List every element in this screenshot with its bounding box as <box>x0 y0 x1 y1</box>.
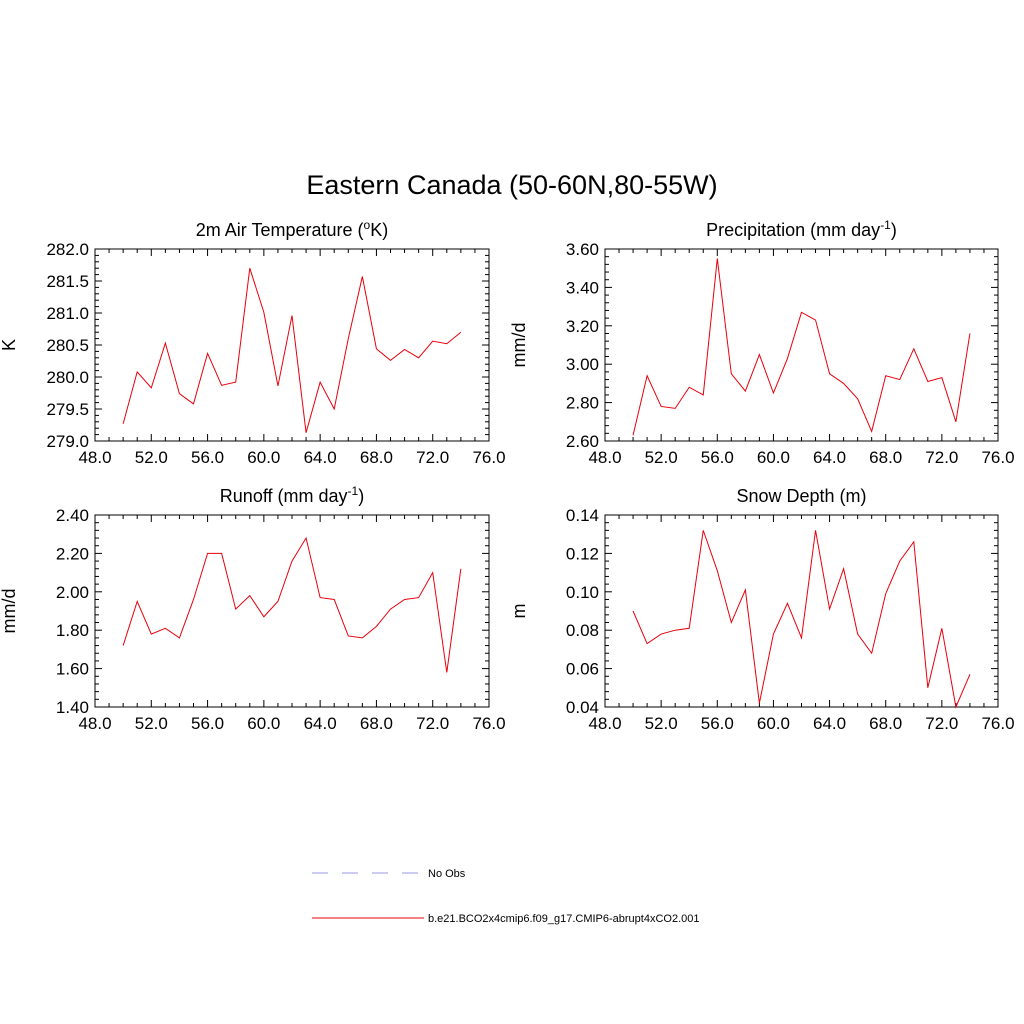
x-tick-label: 56.0 <box>191 714 224 733</box>
x-tick-label: 52.0 <box>645 714 678 733</box>
y-tick-label: 0.12 <box>566 544 599 563</box>
figure-title: Eastern Canada (50-60N,80-55W) <box>306 170 717 200</box>
y-tick-label: 0.06 <box>566 660 599 679</box>
x-tick-label: 68.0 <box>360 448 393 467</box>
x-tick-label: 48.0 <box>588 714 621 733</box>
panel-title: Snow Depth (m) <box>736 486 866 506</box>
panel-title: Runoff (mm day-1) <box>220 484 364 506</box>
x-tick-label: 72.0 <box>925 448 958 467</box>
x-tick-label: 72.0 <box>416 448 449 467</box>
plot-frame <box>604 514 999 708</box>
x-tick-label: 48.0 <box>588 448 621 467</box>
x-tick-label: 72.0 <box>925 714 958 733</box>
series-line <box>122 268 462 433</box>
y-tick-label: 1.40 <box>56 698 89 717</box>
panel-title-tail: K) <box>370 220 388 240</box>
x-tick-label: 68.0 <box>869 714 902 733</box>
legend-label: No Obs <box>428 868 466 880</box>
y-tick-label: 2.20 <box>56 544 89 563</box>
panel-title-tail: ) <box>358 486 364 506</box>
panel-title: 2m Air Temperature (oK) <box>196 218 388 240</box>
panel-title-superscript: o <box>364 218 371 232</box>
x-tick-label: 76.0 <box>981 714 1014 733</box>
x-tick-label: 76.0 <box>472 714 505 733</box>
panel-3: 48.0 52.0 56.0 60.0 64.0 68.0 72.0 76.0 1.40 1.60… <box>0 484 506 733</box>
x-tick-label: 60.0 <box>247 448 280 467</box>
panels: 48.0 52.0 56.0 60.0 64.0 68.0 72.0 76.0 279.0 279… <box>0 218 1015 733</box>
y-tick-label: 0.10 <box>566 583 599 602</box>
x-tick-label: 60.0 <box>757 714 790 733</box>
y-tick-label: 279.5 <box>46 400 89 419</box>
y-tick-label: 282.0 <box>46 240 89 259</box>
y-tick-label: 3.60 <box>566 240 599 259</box>
x-tick-label: 76.0 <box>472 448 505 467</box>
series-line <box>632 258 971 436</box>
panel-1: 48.0 52.0 56.0 60.0 64.0 68.0 72.0 76.0 279.0 279… <box>0 218 506 467</box>
x-tick-label: 76.0 <box>981 448 1014 467</box>
panel-2: 48.0 52.0 56.0 60.0 64.0 68.0 72.0 76.0 2.60 2.80… <box>509 218 1015 467</box>
legend: No Obs b.e21.BCO2x4cmip6.f09_g17.CMIP6-ab… <box>312 868 700 925</box>
y-axis-label: mm/d <box>0 589 19 634</box>
x-tick-label: 60.0 <box>247 714 280 733</box>
x-tick-label: 56.0 <box>191 448 224 467</box>
x-tick-label: 68.0 <box>869 448 902 467</box>
x-tick-label: 52.0 <box>645 448 678 467</box>
panel-title-main: Snow Depth (m) <box>736 486 866 506</box>
y-tick-label: 2.60 <box>566 432 599 451</box>
y-tick-label: 2.40 <box>56 506 89 525</box>
series-line <box>122 536 462 673</box>
y-tick-label: 3.20 <box>566 317 599 336</box>
y-tick-label: 281.0 <box>46 304 89 323</box>
y-tick-label: 0.08 <box>566 621 599 640</box>
x-tick-label: 52.0 <box>135 714 168 733</box>
panel-title-main: Runoff (mm day <box>220 486 348 506</box>
y-tick-label: 0.04 <box>566 698 599 717</box>
x-tick-label: 68.0 <box>360 714 393 733</box>
y-tick-label: 2.00 <box>56 583 89 602</box>
x-tick-label: 64.0 <box>304 714 337 733</box>
panel-title-main: Precipitation (mm day <box>706 220 880 240</box>
panel-title-superscript: -1 <box>880 218 891 232</box>
series-line <box>632 530 971 709</box>
legend-label: b.e21.BCO2x4cmip6.f09_g17.CMIP6-abrupt4x… <box>428 913 700 925</box>
x-tick-label: 60.0 <box>757 448 790 467</box>
y-tick-label: 1.80 <box>56 621 89 640</box>
y-tick-label: 280.5 <box>46 336 89 355</box>
plot-frame <box>94 514 490 708</box>
x-tick-label: 48.0 <box>78 448 111 467</box>
x-tick-label: 72.0 <box>416 714 449 733</box>
y-axis-label: mm/d <box>509 323 529 368</box>
y-axis-label: m <box>509 604 529 619</box>
panel-title-superscript: -1 <box>348 484 359 498</box>
x-tick-label: 52.0 <box>135 448 168 467</box>
y-tick-label: 0.14 <box>566 506 599 525</box>
y-tick-label: 1.60 <box>56 660 89 679</box>
y-tick-label: 281.5 <box>46 272 89 291</box>
y-axis-label: K <box>0 339 19 351</box>
x-tick-label: 64.0 <box>813 448 846 467</box>
x-tick-label: 64.0 <box>304 448 337 467</box>
panel-4: 48.0 52.0 56.0 60.0 64.0 68.0 72.0 76.0 0.04 0.06… <box>509 486 1015 733</box>
panel-title-main: 2m Air Temperature ( <box>196 220 364 240</box>
x-tick-label: 56.0 <box>701 714 734 733</box>
y-tick-label: 3.40 <box>566 278 599 297</box>
panel-title-tail: ) <box>891 220 897 240</box>
y-tick-label: 279.0 <box>46 432 89 451</box>
y-tick-label: 280.0 <box>46 368 89 387</box>
y-tick-label: 2.80 <box>566 394 599 413</box>
plot-frame <box>604 248 999 442</box>
x-tick-label: 48.0 <box>78 714 111 733</box>
x-tick-label: 64.0 <box>813 714 846 733</box>
y-tick-label: 3.00 <box>566 355 599 374</box>
x-tick-label: 56.0 <box>701 448 734 467</box>
panel-title: Precipitation (mm day-1) <box>706 218 897 240</box>
